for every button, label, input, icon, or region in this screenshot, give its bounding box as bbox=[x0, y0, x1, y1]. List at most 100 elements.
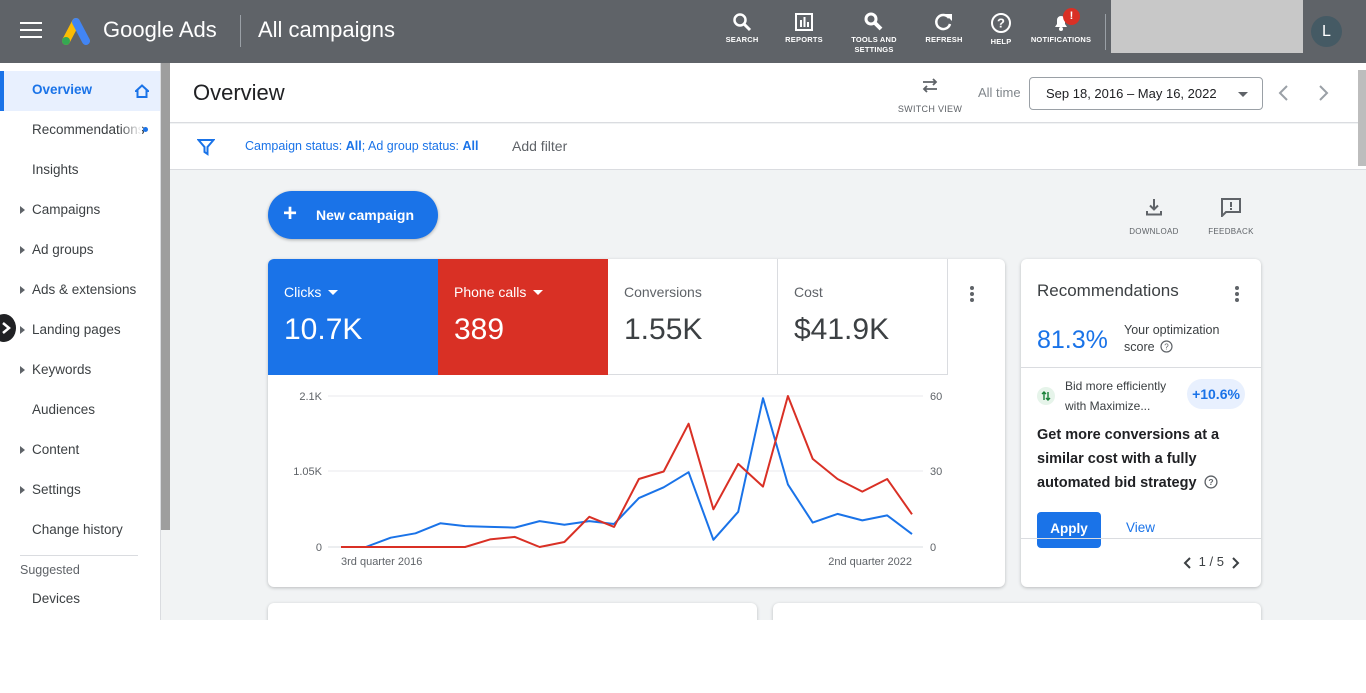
right-tick-label: 60 bbox=[930, 391, 942, 403]
next-period-chevron-icon[interactable] bbox=[1311, 81, 1335, 105]
add-filter-button[interactable]: Add filter bbox=[512, 138, 568, 154]
sidebar-item-content[interactable]: Content bbox=[0, 431, 160, 471]
metric-value: 1.55K bbox=[624, 313, 703, 346]
reports-tool-button[interactable]: REPORTS bbox=[782, 12, 826, 45]
chevron-left-icon[interactable] bbox=[1181, 556, 1195, 570]
collapse-sidebar-button[interactable] bbox=[0, 314, 16, 342]
sidebar-item-insights[interactable]: Insights bbox=[0, 151, 160, 191]
notifications-button[interactable]: NOTIFICATIONS bbox=[1028, 12, 1094, 45]
metric-tile-clicks[interactable]: Clicks 10.7K bbox=[268, 259, 438, 375]
recommendations-title: Recommendations bbox=[1037, 281, 1179, 300]
metric-value: 10.7K bbox=[284, 313, 363, 346]
expand-caret-icon bbox=[20, 366, 25, 374]
dropdown-arrow-icon bbox=[1238, 92, 1248, 97]
new-campaign-button[interactable]: + New campaign bbox=[268, 191, 438, 239]
sidebar-item-label: Devices bbox=[32, 591, 81, 606]
notification-badge: ! bbox=[1063, 8, 1080, 25]
sidebar-item-audiences[interactable]: Audiences bbox=[0, 391, 160, 431]
sidebar: Overview Recommendations Insights Campai… bbox=[0, 63, 161, 620]
search-tool-label: SEARCH bbox=[725, 35, 759, 44]
left-tick-label: 1.05K bbox=[293, 466, 322, 478]
x-start-label: 3rd quarter 2016 bbox=[341, 556, 422, 568]
sidebar-item-devices[interactable]: Devices bbox=[0, 580, 160, 620]
sidebar-item-keywords[interactable]: Keywords bbox=[0, 351, 160, 391]
metric-tile-cost[interactable]: Cost $41.9K bbox=[778, 259, 948, 375]
sidebar-item-label: Recommendations bbox=[32, 122, 145, 137]
range-label: All time bbox=[978, 85, 1021, 100]
date-range-selector[interactable]: Sep 18, 2016 – May 16, 2022 bbox=[1029, 77, 1263, 110]
help-icon[interactable]: ? bbox=[1203, 475, 1218, 489]
filter-icon[interactable] bbox=[197, 138, 215, 156]
help-button[interactable]: ? HELP bbox=[984, 12, 1018, 47]
account-info-redacted[interactable] bbox=[1111, 0, 1303, 53]
sidebar-scrollbar[interactable] bbox=[161, 63, 170, 530]
chevron-right-icon[interactable] bbox=[1228, 556, 1242, 570]
label-fade bbox=[120, 121, 142, 141]
help-icon: ? bbox=[991, 13, 1011, 33]
download-button[interactable]: DOWNLOAD bbox=[1124, 197, 1184, 236]
sidebar-item-campaigns[interactable]: Campaigns bbox=[0, 191, 160, 231]
sidebar-item-ads-extensions[interactable]: Ads & extensions bbox=[0, 271, 160, 311]
optimization-score-label: Your optimization score ? bbox=[1124, 322, 1239, 356]
sidebar-item-recommendations[interactable]: Recommendations bbox=[0, 111, 160, 151]
sidebar-item-ad-groups[interactable]: Ad groups bbox=[0, 231, 160, 271]
svg-text:?: ? bbox=[1164, 343, 1169, 352]
series-line-clicks bbox=[341, 397, 913, 548]
view-link[interactable]: View bbox=[1126, 520, 1156, 535]
sidebar-item-overview[interactable]: Overview bbox=[0, 71, 160, 111]
sidebar-item-label: Ad groups bbox=[32, 242, 94, 257]
download-label: DOWNLOAD bbox=[1129, 227, 1179, 236]
ad-group-status-value: All bbox=[462, 139, 479, 153]
metric-value: 389 bbox=[454, 313, 505, 346]
google-ads-logo bbox=[62, 18, 90, 45]
avatar[interactable]: L bbox=[1311, 16, 1342, 47]
sidebar-item-label: Campaigns bbox=[32, 202, 101, 217]
sidebar-item-landing-pages[interactable]: Landing pages bbox=[0, 311, 160, 351]
sidebar-item-label: Audiences bbox=[32, 402, 96, 417]
sidebar-item-label: Content bbox=[32, 442, 80, 457]
tools-settings-button[interactable]: TOOLS AND SETTINGS bbox=[846, 12, 902, 55]
more-options-icon[interactable] bbox=[1227, 285, 1247, 305]
sidebar-divider bbox=[20, 555, 138, 556]
switch-view-label: SWITCH VIEW bbox=[897, 104, 963, 114]
right-tick-label: 0 bbox=[930, 542, 936, 554]
pager-text: 1 / 5 bbox=[1198, 554, 1224, 569]
apply-button[interactable]: Apply bbox=[1037, 512, 1101, 548]
feedback-button[interactable]: FEEDBACK bbox=[1201, 197, 1261, 236]
recommendation-item[interactable]: Bid more efficiently with Maximize... bbox=[1065, 379, 1167, 413]
help-label: HELP bbox=[990, 37, 1012, 46]
previous-period-chevron-icon[interactable] bbox=[1272, 81, 1296, 105]
sidebar-item-settings[interactable]: Settings bbox=[0, 471, 160, 511]
expand-caret-icon bbox=[20, 286, 25, 294]
help-icon[interactable]: ? bbox=[1160, 340, 1173, 353]
metric-tile-conversions[interactable]: Conversions 1.55K bbox=[608, 259, 778, 375]
lower-card-right bbox=[773, 603, 1261, 620]
campaign-status-label: Campaign status: bbox=[245, 139, 346, 153]
menu-icon[interactable] bbox=[20, 22, 42, 40]
status-filter-chip[interactable]: Campaign status: All; Ad group status: A… bbox=[245, 139, 478, 153]
reports-icon bbox=[795, 13, 813, 31]
sidebar-item-label: Landing pages bbox=[32, 322, 121, 337]
search-tool-button[interactable]: SEARCH bbox=[722, 12, 762, 45]
main-scrollbar[interactable] bbox=[1358, 70, 1366, 166]
metric-tile-phone-calls[interactable]: Phone calls 389 bbox=[438, 259, 608, 375]
x-end-label: 2nd quarter 2022 bbox=[828, 556, 912, 568]
optimization-score: 81.3% bbox=[1037, 326, 1108, 354]
more-options-icon[interactable] bbox=[962, 285, 982, 305]
refresh-button[interactable]: REFRESH bbox=[922, 12, 966, 45]
notifications-label: NOTIFICATIONS bbox=[1030, 35, 1092, 44]
expand-caret-icon bbox=[20, 446, 25, 454]
toolbar-divider bbox=[1105, 14, 1106, 50]
switch-view-button[interactable]: SWITCH VIEW bbox=[890, 75, 970, 114]
brand-divider bbox=[240, 15, 241, 47]
metric-label: Phone calls bbox=[454, 284, 544, 300]
tools-settings-label: TOOLS AND SETTINGS bbox=[851, 35, 897, 54]
search-icon bbox=[733, 13, 752, 32]
right-tick-label: 30 bbox=[930, 466, 942, 478]
expand-caret-icon bbox=[20, 246, 25, 254]
divider bbox=[1021, 538, 1261, 539]
page-heading: All campaigns bbox=[258, 17, 395, 42]
sidebar-item-change-history[interactable]: Change history bbox=[0, 511, 160, 551]
top-bar: Google Ads All campaigns SEARCH REPORTS … bbox=[0, 0, 1366, 63]
feedback-icon bbox=[1221, 198, 1241, 219]
